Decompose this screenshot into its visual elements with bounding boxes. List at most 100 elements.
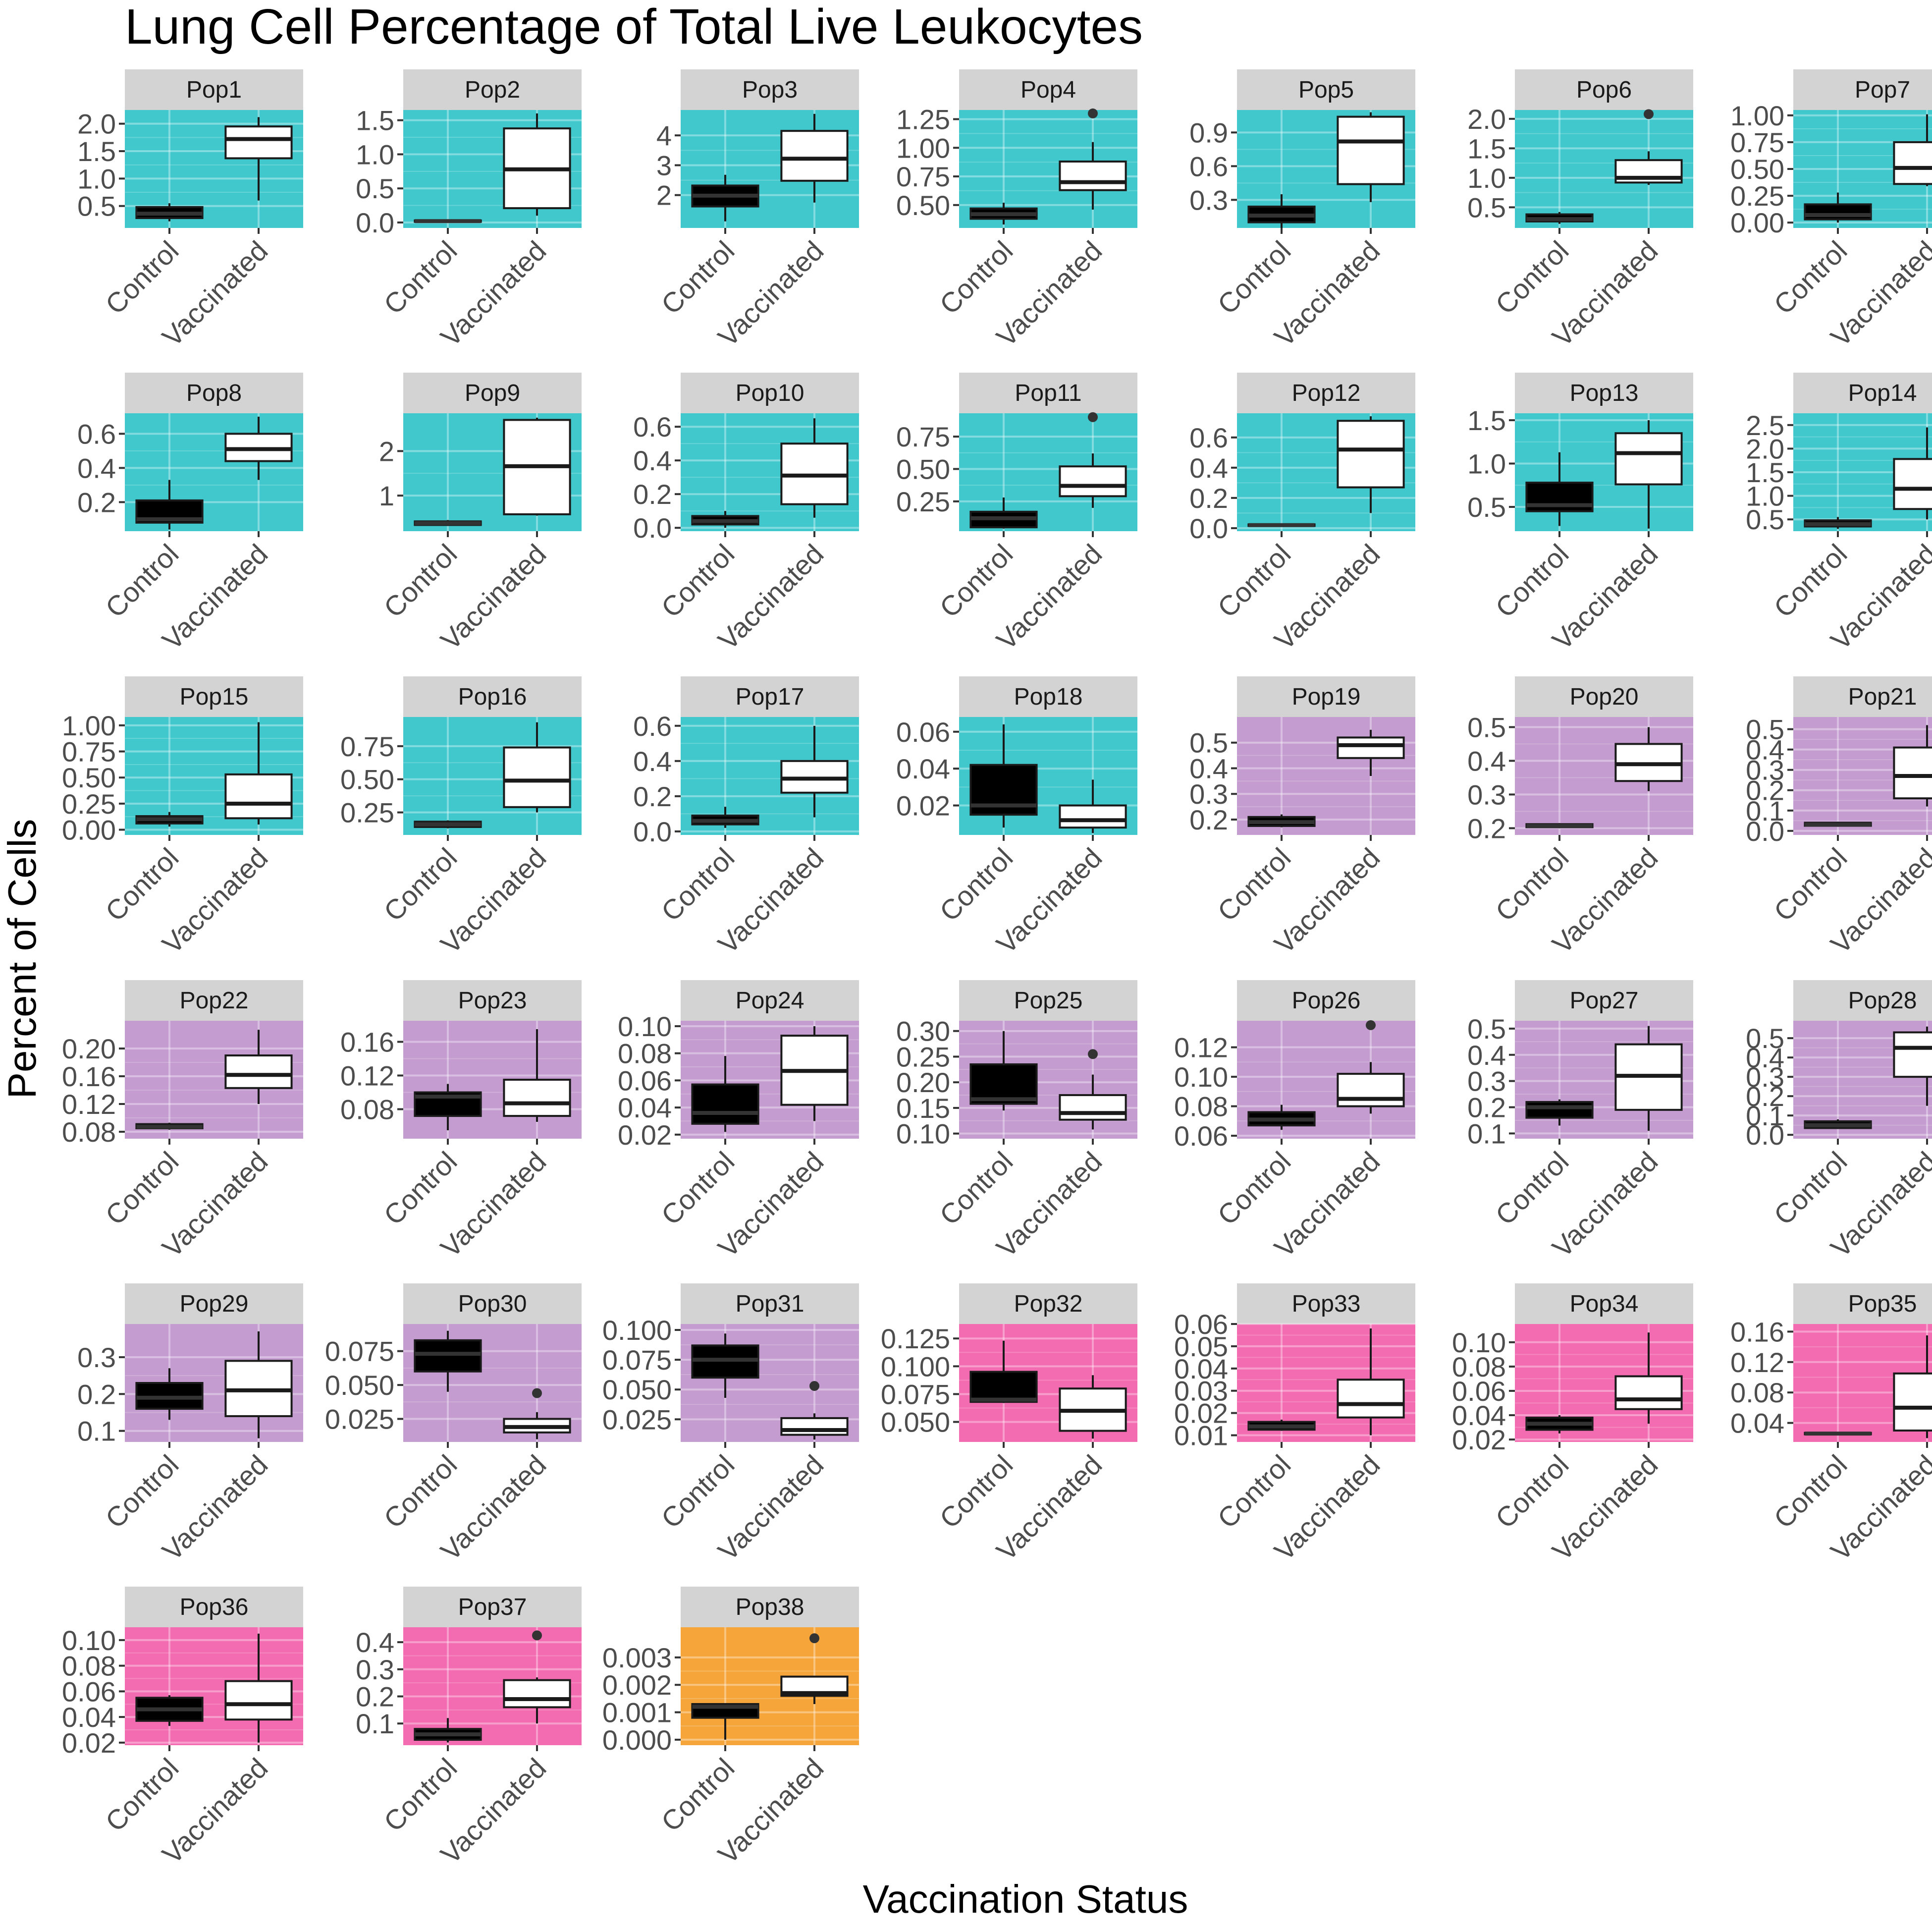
y-tick-label: 0.75	[340, 731, 394, 762]
y-tick-label: 0.6	[633, 411, 672, 442]
facet-strip-label: Pop18	[1014, 684, 1083, 710]
facet-strip-label: Pop34	[1570, 1291, 1639, 1317]
facet-strip-label: Pop10	[736, 380, 805, 406]
facet-strip-label: Pop5	[1298, 77, 1354, 103]
facet-strip-label: Pop11	[1015, 380, 1081, 406]
y-tick-label: 0.4	[1746, 1042, 1784, 1073]
y-tick-label: 0.02	[1174, 1398, 1228, 1429]
y-tick-label: 0.04	[1452, 1400, 1506, 1431]
facet-strip	[1237, 373, 1415, 413]
y-tick-label: 0.050	[881, 1407, 950, 1438]
box-vaccinated	[503, 722, 571, 813]
y-tick-label: 1	[379, 480, 394, 511]
box-iqr	[1337, 736, 1405, 759]
outlier-point	[1088, 108, 1098, 118]
y-tick-label: 0.02	[62, 1727, 116, 1759]
facet-strip	[125, 1587, 303, 1627]
y-tick-label: 0.4	[77, 452, 116, 484]
y-tick-label: 0.002	[602, 1669, 672, 1701]
box-control	[691, 511, 759, 528]
box-iqr	[1059, 160, 1127, 191]
facet-strip-label: Pop3	[742, 77, 798, 103]
facet-strip	[1237, 980, 1415, 1021]
facet-strip	[125, 373, 303, 413]
x-tick-label: Control	[377, 235, 463, 320]
y-tick-label: 0.0	[356, 207, 394, 238]
box-iqr	[1059, 804, 1127, 829]
box-control	[135, 480, 204, 530]
outlier-point	[1366, 1020, 1376, 1030]
box-iqr	[1525, 1101, 1594, 1119]
y-tick-label: 0.2	[1746, 1081, 1784, 1112]
facet-strip	[1237, 676, 1415, 717]
y-tick-label: 0.06	[1174, 1309, 1228, 1340]
box-vaccinated	[224, 1633, 293, 1743]
y-tick-label: 1.5	[77, 136, 116, 167]
y-tick-label: 0.06	[1174, 1120, 1228, 1152]
y-tick-label: 0.4	[1467, 745, 1506, 776]
y-tick-label: 0.04	[1730, 1408, 1784, 1439]
y-tick-label: 0.0	[1189, 513, 1228, 544]
y-tick-label: 0.1	[356, 1708, 394, 1739]
facet-strip	[1793, 980, 1932, 1021]
facet-panel-pop7: Pop70.000.250.500.751.00ControlVaccinate…	[1730, 69, 1932, 352]
box-control	[691, 1333, 759, 1398]
box-vaccinated	[780, 1633, 849, 1704]
box-iqr	[1893, 1372, 1932, 1432]
y-tick-label: 0.50	[896, 453, 950, 485]
y-tick-label: 0.0	[1746, 1119, 1784, 1151]
x-tick-label: Control	[99, 1449, 184, 1534]
box-vaccinated	[224, 1030, 293, 1104]
facet-strip-label: Pop30	[458, 1291, 527, 1317]
y-tick-label: 0.5	[1467, 1013, 1506, 1045]
y-tick-label: 0.2	[77, 1379, 116, 1410]
y-tick-label: 0.08	[1174, 1091, 1228, 1122]
facet-strip	[681, 373, 859, 413]
y-tick-label: 0.01	[1174, 1420, 1228, 1451]
facet-strip	[125, 980, 303, 1021]
box-iqr	[1337, 420, 1405, 489]
box-control	[969, 497, 1038, 529]
y-tick-label: 0.1	[1746, 795, 1784, 827]
y-tick-label: 1.0	[1467, 163, 1506, 194]
facet-strip	[1793, 69, 1932, 110]
y-tick-label: 0.50	[1730, 154, 1784, 185]
box-vaccinated	[1059, 108, 1127, 210]
facet-strip-label: Pop35	[1848, 1291, 1917, 1317]
facet-strip	[125, 676, 303, 717]
y-tick-label: 0.2	[356, 1681, 394, 1712]
box-vaccinated	[1337, 1020, 1405, 1114]
outlier-point	[532, 1388, 542, 1398]
y-tick-label: 0.100	[602, 1315, 672, 1346]
y-tick-label: 0.1	[1467, 1118, 1506, 1149]
y-tick-label: 0.003	[602, 1642, 672, 1673]
y-tick-label: 0.6	[633, 711, 672, 742]
box-vaccinated	[1614, 1332, 1683, 1424]
box-vaccinated	[1337, 416, 1405, 513]
x-axis-title: Vaccination Status	[863, 1877, 1188, 1921]
x-tick-label: Control	[99, 235, 184, 320]
facet-strip-label: Pop38	[736, 1594, 805, 1620]
y-tick-label: 0.25	[896, 486, 950, 517]
box-vaccinated	[1059, 412, 1127, 508]
y-tick-label: 0.12	[340, 1060, 394, 1092]
y-tick-label: 2	[656, 180, 672, 211]
y-tick-label: 0.02	[1452, 1424, 1506, 1455]
box-vaccinated	[1614, 109, 1683, 185]
facet-strip-label: Pop31	[736, 1291, 805, 1317]
box-iqr	[780, 130, 849, 182]
y-tick-label: 0.16	[340, 1027, 394, 1058]
y-tick-label: 0.06	[1452, 1376, 1506, 1407]
y-tick-label: 0.075	[881, 1379, 950, 1410]
y-tick-label: 0.5	[356, 173, 394, 204]
facet-strip	[403, 676, 582, 717]
x-tick-label: Control	[655, 1146, 740, 1231]
